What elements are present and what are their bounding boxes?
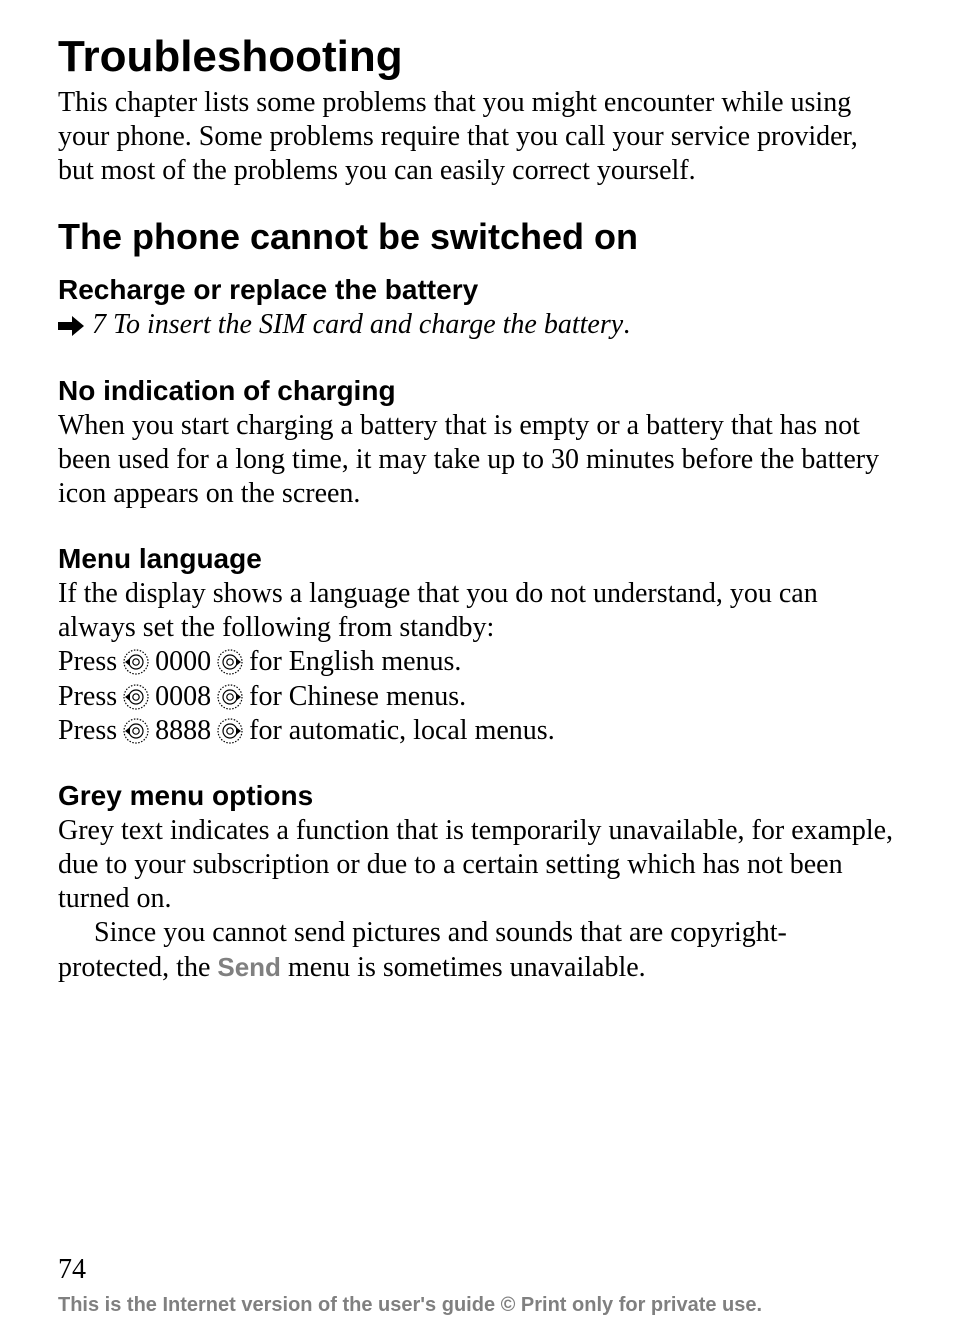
keypress-row-english: Press 0000 for English menus. [58, 645, 896, 679]
xref-row: 7 To insert the SIM card and charge the … [58, 308, 896, 342]
nav-right-icon [217, 718, 243, 744]
xref-suffix: . [623, 309, 630, 340]
subheading-grey-menu: Grey menu options [58, 780, 896, 812]
footer-note: This is the Internet version of the user… [58, 1294, 896, 1317]
send-menu-label: Send [217, 952, 281, 982]
menu-language-intro: If the display shows a language that you… [58, 577, 896, 645]
nav-left-icon [123, 718, 149, 744]
nav-right-icon [217, 684, 243, 710]
xref-text: 7 To insert the SIM card and charge the … [92, 308, 630, 342]
suffix-label: for automatic, local menus. [249, 714, 555, 748]
grey-menu-p1: Grey text indicates a function that is t… [58, 814, 896, 916]
xref-link[interactable]: 7 To insert the SIM card and charge the … [92, 309, 623, 340]
page-number: 74 [58, 1254, 896, 1286]
subheading-no-charging: No indication of charging [58, 375, 896, 407]
grey-menu-p2b: menu is sometimes unavailable. [281, 952, 646, 983]
page-title: Troubleshooting [58, 32, 896, 82]
subheading-menu-language: Menu language [58, 543, 896, 575]
no-charging-body: When you start charging a battery that i… [58, 409, 896, 511]
press-label: Press [58, 645, 117, 679]
subheading-recharge: Recharge or replace the battery [58, 274, 896, 306]
code-label: 8888 [155, 714, 211, 748]
section-heading-cannot-switch-on: The phone cannot be switched on [58, 216, 896, 258]
nav-left-icon [123, 649, 149, 675]
press-label: Press [58, 714, 117, 748]
code-label: 0000 [155, 645, 211, 679]
grey-menu-p2: Since you cannot send pictures and sound… [58, 916, 896, 984]
keypress-row-chinese: Press 0008 for Chinese menus. [58, 680, 896, 714]
arrow-right-icon [58, 316, 84, 336]
page-footer: 74 This is the Internet version of the u… [58, 1254, 896, 1317]
nav-left-icon [123, 684, 149, 710]
suffix-label: for Chinese menus. [249, 680, 466, 714]
suffix-label: for English menus. [249, 645, 461, 679]
nav-right-icon [217, 649, 243, 675]
keypress-row-automatic: Press 8888 for automatic, local menus. [58, 714, 896, 748]
intro-paragraph: This chapter lists some problems that yo… [58, 86, 896, 188]
press-label: Press [58, 680, 117, 714]
code-label: 0008 [155, 680, 211, 714]
